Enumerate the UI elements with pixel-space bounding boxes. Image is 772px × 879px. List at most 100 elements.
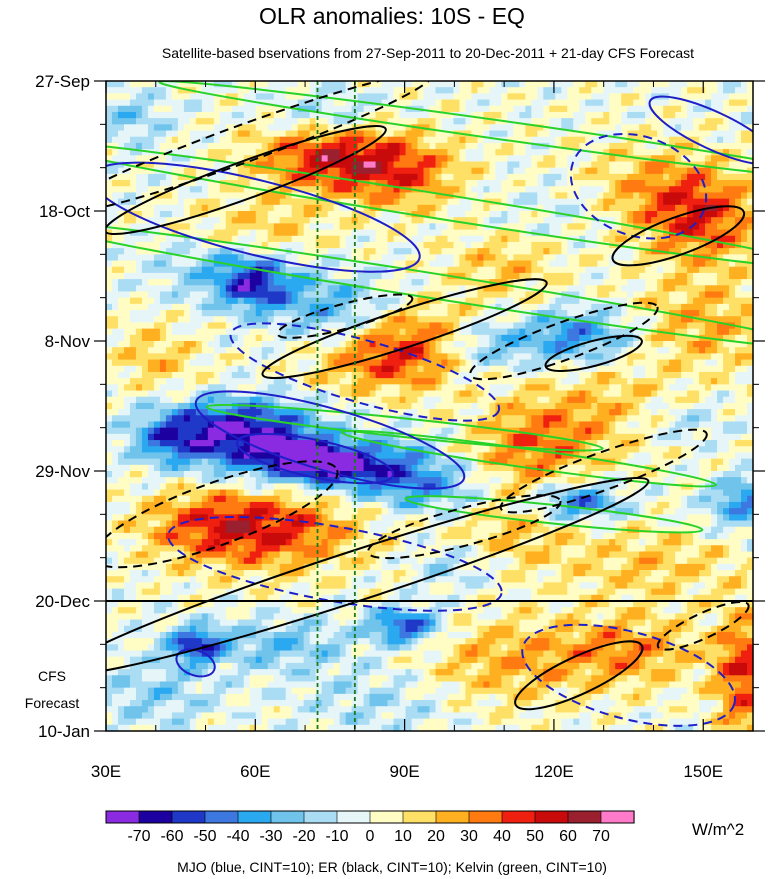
heatmap-cell (411, 334, 419, 342)
heatmap-cell (693, 254, 700, 262)
heatmap-cell (321, 192, 329, 200)
heatmap-cell (729, 334, 736, 342)
heatmap-cell (291, 266, 299, 274)
heatmap-cell (633, 173, 640, 181)
heatmap-cell (147, 279, 155, 286)
heatmap-cell (681, 180, 688, 187)
heatmap-cell (489, 229, 496, 237)
heatmap-cell (357, 235, 365, 243)
heatmap-cell (741, 353, 748, 361)
heatmap-cell (195, 217, 203, 224)
heatmap-cell (201, 124, 209, 132)
heatmap-cell (453, 155, 461, 163)
heatmap-cell (123, 322, 131, 330)
heatmap-cell (471, 266, 479, 274)
heatmap-cell (297, 87, 305, 94)
heatmap-cell (729, 130, 736, 138)
heatmap-cell (645, 142, 652, 150)
heatmap-cell (153, 285, 161, 293)
heatmap-cell (237, 310, 245, 317)
heatmap-cell (669, 260, 676, 268)
heatmap-cell (231, 297, 239, 305)
heatmap-cell (615, 111, 622, 119)
heatmap-cell (225, 297, 233, 305)
heatmap-cell (621, 347, 628, 354)
heatmap-cell (603, 347, 610, 354)
heatmap-cell (549, 235, 556, 243)
heatmap-cell (153, 161, 161, 169)
heatmap-cell (705, 260, 712, 268)
heatmap-cell (687, 180, 694, 187)
heatmap-cell (639, 111, 646, 119)
heatmap-cell (261, 235, 269, 243)
heatmap-cell (429, 359, 437, 367)
heatmap-cell (165, 204, 173, 212)
heatmap-cell (309, 180, 317, 187)
heatmap-cell (429, 272, 437, 280)
heatmap-cell (507, 297, 514, 305)
heatmap-cell (297, 223, 305, 231)
heatmap-cell (123, 223, 131, 231)
heatmap-cell (645, 204, 652, 212)
heatmap-cell (261, 161, 269, 169)
heatmap-cell (106, 272, 113, 280)
heatmap-cell (333, 217, 341, 224)
heatmap-cell (351, 161, 359, 169)
heatmap-cell (177, 111, 185, 119)
heatmap-cell (375, 130, 383, 138)
heatmap-cell (663, 111, 670, 119)
heatmap-cell (687, 130, 694, 138)
heatmap-cell (519, 93, 526, 101)
heatmap-cell (153, 279, 161, 286)
heatmap-cell (183, 142, 191, 150)
heatmap-cell (111, 328, 119, 336)
heatmap-cell (585, 359, 592, 367)
heatmap-cell (219, 359, 227, 367)
heatmap-cell (477, 161, 485, 169)
heatmap-cell (615, 142, 622, 150)
heatmap-cell (471, 217, 479, 224)
heatmap-cell (585, 353, 592, 361)
heatmap-cell (207, 155, 215, 163)
heatmap-cell (375, 285, 383, 293)
heatmap-cell (435, 99, 443, 107)
heatmap-cell (111, 334, 119, 342)
heatmap-cell (705, 167, 712, 175)
heatmap-cell (675, 136, 682, 144)
heatmap-cell (106, 155, 113, 163)
heatmap-cell (729, 248, 736, 255)
heatmap-cell (249, 130, 257, 138)
heatmap-cell (195, 204, 203, 212)
heatmap-cell (339, 180, 347, 187)
heatmap-cell (573, 285, 580, 293)
heatmap-cell (741, 111, 748, 119)
heatmap-cell (249, 347, 257, 354)
heatmap-cell (543, 334, 550, 342)
heatmap-cell (591, 118, 598, 125)
heatmap-cell (393, 254, 401, 262)
heatmap-cell (213, 353, 221, 361)
heatmap-cell (717, 241, 724, 249)
heatmap-cell (321, 223, 329, 231)
heatmap-cell (441, 93, 449, 101)
heatmap-cell (165, 310, 173, 317)
heatmap-cell (441, 99, 449, 107)
heatmap-cell (417, 279, 425, 286)
heatmap-cell (267, 130, 275, 138)
heatmap-cell (231, 341, 239, 348)
heatmap-cell (417, 180, 425, 187)
heatmap-cell (153, 266, 161, 274)
heatmap-cell (381, 198, 389, 206)
heatmap-cell (543, 130, 550, 138)
heatmap-cell (543, 272, 550, 280)
heatmap-cell (225, 211, 233, 218)
heatmap-cell (729, 111, 736, 119)
heatmap-cell (297, 186, 305, 194)
heatmap-cell (273, 173, 281, 181)
heatmap-cell (405, 105, 413, 113)
heatmap-cell (399, 272, 407, 280)
heatmap-cell (549, 155, 556, 163)
heatmap-cell (273, 254, 281, 262)
heatmap-cell (255, 211, 263, 218)
heatmap-cell (291, 124, 299, 132)
